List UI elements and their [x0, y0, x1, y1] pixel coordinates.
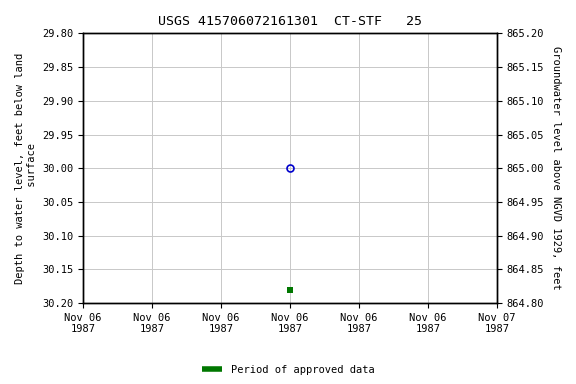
- Y-axis label: Groundwater level above NGVD 1929, feet: Groundwater level above NGVD 1929, feet: [551, 46, 561, 290]
- Legend: Period of approved data: Period of approved data: [198, 361, 378, 379]
- Title: USGS 415706072161301  CT-STF   25: USGS 415706072161301 CT-STF 25: [158, 15, 422, 28]
- Y-axis label: Depth to water level, feet below land
 surface: Depth to water level, feet below land su…: [15, 53, 37, 284]
